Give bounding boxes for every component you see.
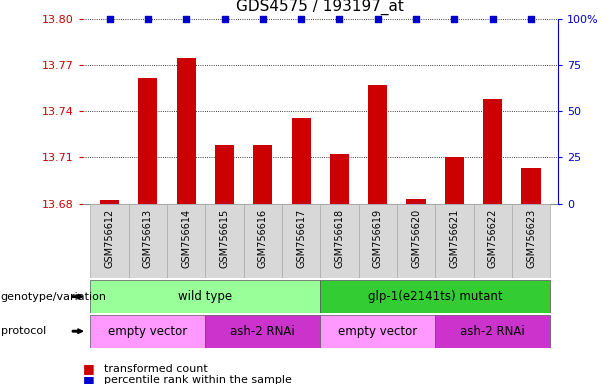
Bar bbox=[406, 199, 425, 204]
Bar bbox=[522, 168, 541, 204]
Bar bbox=[129, 204, 167, 278]
Bar bbox=[321, 280, 550, 313]
Bar bbox=[91, 315, 205, 348]
Bar bbox=[368, 85, 387, 204]
Bar bbox=[512, 204, 550, 278]
Bar bbox=[321, 315, 435, 348]
Text: protocol: protocol bbox=[1, 326, 46, 336]
Point bbox=[526, 16, 536, 22]
Bar bbox=[330, 154, 349, 204]
Bar bbox=[100, 200, 119, 204]
Bar bbox=[445, 157, 464, 204]
Bar bbox=[397, 204, 435, 278]
Bar bbox=[474, 204, 512, 278]
Text: glp-1(e2141ts) mutant: glp-1(e2141ts) mutant bbox=[368, 290, 503, 303]
Text: genotype/variation: genotype/variation bbox=[1, 291, 107, 302]
Bar bbox=[167, 204, 205, 278]
Text: ash-2 RNAi: ash-2 RNAi bbox=[460, 325, 525, 338]
Point bbox=[258, 16, 268, 22]
Bar bbox=[253, 145, 272, 204]
Point bbox=[296, 16, 306, 22]
Bar bbox=[205, 315, 321, 348]
Point bbox=[219, 16, 229, 22]
Point bbox=[105, 16, 115, 22]
Text: GSM756615: GSM756615 bbox=[219, 209, 229, 268]
Text: GSM756616: GSM756616 bbox=[258, 209, 268, 268]
Bar bbox=[244, 204, 282, 278]
Text: empty vector: empty vector bbox=[109, 325, 188, 338]
Bar bbox=[292, 118, 311, 204]
Point bbox=[411, 16, 421, 22]
Bar bbox=[91, 204, 129, 278]
Text: GSM756622: GSM756622 bbox=[488, 209, 498, 268]
Text: GSM756618: GSM756618 bbox=[335, 209, 345, 268]
Bar bbox=[205, 204, 244, 278]
Text: GSM756619: GSM756619 bbox=[373, 209, 383, 268]
Text: GSM756617: GSM756617 bbox=[296, 209, 306, 268]
Bar bbox=[177, 58, 196, 204]
Text: ash-2 RNAi: ash-2 RNAi bbox=[230, 325, 295, 338]
Bar bbox=[435, 204, 474, 278]
Point bbox=[488, 16, 498, 22]
Text: percentile rank within the sample: percentile rank within the sample bbox=[104, 375, 292, 384]
Bar bbox=[139, 78, 158, 204]
Text: GSM756613: GSM756613 bbox=[143, 209, 153, 268]
Bar bbox=[321, 204, 359, 278]
Point bbox=[143, 16, 153, 22]
Text: GSM756623: GSM756623 bbox=[526, 209, 536, 268]
Text: wild type: wild type bbox=[178, 290, 232, 303]
Title: GDS4575 / 193197_at: GDS4575 / 193197_at bbox=[237, 0, 404, 15]
Point bbox=[181, 16, 191, 22]
Bar bbox=[359, 204, 397, 278]
Bar bbox=[483, 99, 502, 204]
Bar bbox=[91, 280, 321, 313]
Bar bbox=[435, 315, 550, 348]
Text: GSM756621: GSM756621 bbox=[449, 209, 459, 268]
Bar bbox=[282, 204, 321, 278]
Text: ■: ■ bbox=[83, 374, 94, 384]
Text: empty vector: empty vector bbox=[338, 325, 417, 338]
Point bbox=[335, 16, 345, 22]
Text: GSM756612: GSM756612 bbox=[105, 209, 115, 268]
Text: transformed count: transformed count bbox=[104, 364, 208, 374]
Point bbox=[373, 16, 383, 22]
Text: GSM756620: GSM756620 bbox=[411, 209, 421, 268]
Text: GSM756614: GSM756614 bbox=[181, 209, 191, 268]
Bar bbox=[215, 145, 234, 204]
Text: ■: ■ bbox=[83, 362, 94, 375]
Point bbox=[449, 16, 459, 22]
